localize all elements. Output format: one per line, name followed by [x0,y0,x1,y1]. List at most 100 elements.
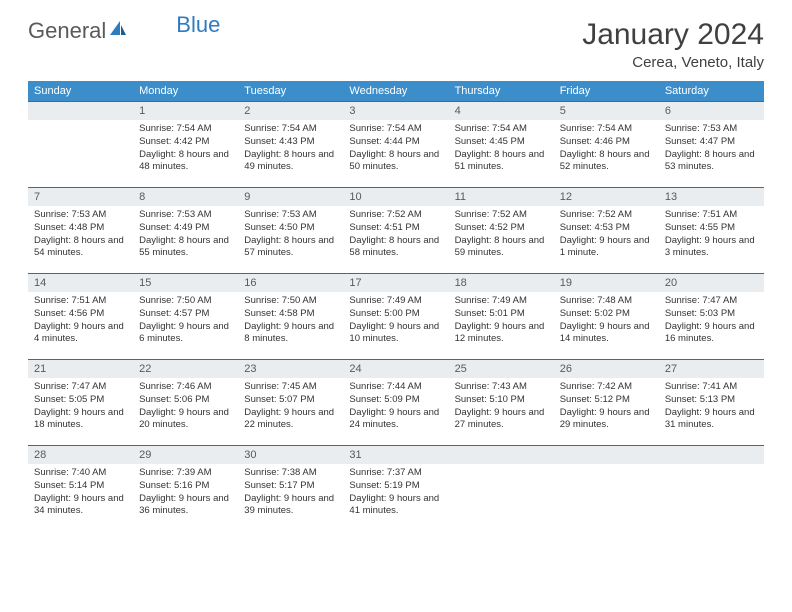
day-details: Sunrise: 7:41 AM Sunset: 5:13 PM Dayligh… [659,378,764,438]
day-details: Sunrise: 7:46 AM Sunset: 5:06 PM Dayligh… [133,378,238,438]
calendar-cell: 25Sunrise: 7:43 AM Sunset: 5:10 PM Dayli… [449,359,554,445]
day-details: Sunrise: 7:54 AM Sunset: 4:44 PM Dayligh… [343,120,448,180]
day-details: Sunrise: 7:38 AM Sunset: 5:17 PM Dayligh… [238,464,343,524]
day-details: Sunrise: 7:50 AM Sunset: 4:58 PM Dayligh… [238,292,343,352]
calendar-cell: 6Sunrise: 7:53 AM Sunset: 4:47 PM Daylig… [659,101,764,187]
calendar-cell: 19Sunrise: 7:48 AM Sunset: 5:02 PM Dayli… [554,273,659,359]
calendar-table: SundayMondayTuesdayWednesdayThursdayFrid… [28,81,764,531]
day-number: 8 [133,187,238,206]
day-number: 2 [238,101,343,120]
day-number-empty [659,445,764,464]
calendar-cell: 16Sunrise: 7:50 AM Sunset: 4:58 PM Dayli… [238,273,343,359]
day-details: Sunrise: 7:42 AM Sunset: 5:12 PM Dayligh… [554,378,659,438]
day-details: Sunrise: 7:53 AM Sunset: 4:49 PM Dayligh… [133,206,238,266]
day-number: 10 [343,187,448,206]
day-details: Sunrise: 7:47 AM Sunset: 5:05 PM Dayligh… [28,378,133,438]
calendar-cell [28,101,133,187]
day-number: 12 [554,187,659,206]
day-details: Sunrise: 7:54 AM Sunset: 4:46 PM Dayligh… [554,120,659,180]
day-number: 28 [28,445,133,464]
calendar-cell: 13Sunrise: 7:51 AM Sunset: 4:55 PM Dayli… [659,187,764,273]
day-details: Sunrise: 7:51 AM Sunset: 4:55 PM Dayligh… [659,206,764,266]
weekday-header: Friday [554,81,659,101]
day-number: 20 [659,273,764,292]
day-details: Sunrise: 7:44 AM Sunset: 5:09 PM Dayligh… [343,378,448,438]
day-number: 22 [133,359,238,378]
calendar-cell: 17Sunrise: 7:49 AM Sunset: 5:00 PM Dayli… [343,273,448,359]
day-details: Sunrise: 7:40 AM Sunset: 5:14 PM Dayligh… [28,464,133,524]
calendar-cell: 27Sunrise: 7:41 AM Sunset: 5:13 PM Dayli… [659,359,764,445]
calendar-cell: 31Sunrise: 7:37 AM Sunset: 5:19 PM Dayli… [343,445,448,531]
calendar-cell: 2Sunrise: 7:54 AM Sunset: 4:43 PM Daylig… [238,101,343,187]
calendar-cell: 5Sunrise: 7:54 AM Sunset: 4:46 PM Daylig… [554,101,659,187]
day-number-empty [449,445,554,464]
calendar-cell: 14Sunrise: 7:51 AM Sunset: 4:56 PM Dayli… [28,273,133,359]
day-details: Sunrise: 7:51 AM Sunset: 4:56 PM Dayligh… [28,292,133,352]
day-number-empty [28,101,133,120]
calendar-cell: 22Sunrise: 7:46 AM Sunset: 5:06 PM Dayli… [133,359,238,445]
day-details: Sunrise: 7:39 AM Sunset: 5:16 PM Dayligh… [133,464,238,524]
day-number: 18 [449,273,554,292]
calendar-cell [659,445,764,531]
day-number: 3 [343,101,448,120]
calendar-cell: 8Sunrise: 7:53 AM Sunset: 4:49 PM Daylig… [133,187,238,273]
day-number-empty [554,445,659,464]
weekday-header: Tuesday [238,81,343,101]
day-details: Sunrise: 7:53 AM Sunset: 4:47 PM Dayligh… [659,120,764,180]
day-number: 15 [133,273,238,292]
month-title: January 2024 [582,18,764,52]
calendar-cell: 28Sunrise: 7:40 AM Sunset: 5:14 PM Dayli… [28,445,133,531]
day-number: 29 [133,445,238,464]
calendar-cell: 30Sunrise: 7:38 AM Sunset: 5:17 PM Dayli… [238,445,343,531]
day-details: Sunrise: 7:49 AM Sunset: 5:01 PM Dayligh… [449,292,554,352]
weekday-header: Saturday [659,81,764,101]
day-number: 24 [343,359,448,378]
day-details: Sunrise: 7:45 AM Sunset: 5:07 PM Dayligh… [238,378,343,438]
day-number: 5 [554,101,659,120]
weekday-header: Wednesday [343,81,448,101]
calendar-cell: 20Sunrise: 7:47 AM Sunset: 5:03 PM Dayli… [659,273,764,359]
day-details: Sunrise: 7:49 AM Sunset: 5:00 PM Dayligh… [343,292,448,352]
day-details: Sunrise: 7:48 AM Sunset: 5:02 PM Dayligh… [554,292,659,352]
day-details: Sunrise: 7:54 AM Sunset: 4:45 PM Dayligh… [449,120,554,180]
calendar-cell: 1Sunrise: 7:54 AM Sunset: 4:42 PM Daylig… [133,101,238,187]
header: General Blue January 2024 Cerea, Veneto,… [28,18,764,71]
logo: General Blue [28,18,220,44]
day-number: 7 [28,187,133,206]
title-block: January 2024 Cerea, Veneto, Italy [582,18,764,71]
day-details: Sunrise: 7:43 AM Sunset: 5:10 PM Dayligh… [449,378,554,438]
day-details: Sunrise: 7:52 AM Sunset: 4:53 PM Dayligh… [554,206,659,266]
day-number: 21 [28,359,133,378]
calendar-cell: 12Sunrise: 7:52 AM Sunset: 4:53 PM Dayli… [554,187,659,273]
calendar-cell: 23Sunrise: 7:45 AM Sunset: 5:07 PM Dayli… [238,359,343,445]
logo-sail-icon [108,19,128,39]
day-number: 4 [449,101,554,120]
day-number: 16 [238,273,343,292]
calendar-cell [554,445,659,531]
day-number: 17 [343,273,448,292]
day-number: 30 [238,445,343,464]
day-number: 23 [238,359,343,378]
calendar-cell: 26Sunrise: 7:42 AM Sunset: 5:12 PM Dayli… [554,359,659,445]
calendar-cell [449,445,554,531]
calendar-cell: 21Sunrise: 7:47 AM Sunset: 5:05 PM Dayli… [28,359,133,445]
day-number: 27 [659,359,764,378]
day-details: Sunrise: 7:52 AM Sunset: 4:51 PM Dayligh… [343,206,448,266]
calendar-cell: 3Sunrise: 7:54 AM Sunset: 4:44 PM Daylig… [343,101,448,187]
calendar-cell: 18Sunrise: 7:49 AM Sunset: 5:01 PM Dayli… [449,273,554,359]
day-number: 11 [449,187,554,206]
day-details: Sunrise: 7:37 AM Sunset: 5:19 PM Dayligh… [343,464,448,524]
calendar-cell: 15Sunrise: 7:50 AM Sunset: 4:57 PM Dayli… [133,273,238,359]
calendar-cell: 9Sunrise: 7:53 AM Sunset: 4:50 PM Daylig… [238,187,343,273]
day-details: Sunrise: 7:54 AM Sunset: 4:43 PM Dayligh… [238,120,343,180]
location: Cerea, Veneto, Italy [582,54,764,71]
day-number: 9 [238,187,343,206]
weekday-header: Sunday [28,81,133,101]
calendar-cell: 10Sunrise: 7:52 AM Sunset: 4:51 PM Dayli… [343,187,448,273]
calendar-cell: 4Sunrise: 7:54 AM Sunset: 4:45 PM Daylig… [449,101,554,187]
day-number: 1 [133,101,238,120]
weekday-header: Monday [133,81,238,101]
logo-text-general: General [28,18,106,44]
day-details: Sunrise: 7:52 AM Sunset: 4:52 PM Dayligh… [449,206,554,266]
day-details: Sunrise: 7:50 AM Sunset: 4:57 PM Dayligh… [133,292,238,352]
